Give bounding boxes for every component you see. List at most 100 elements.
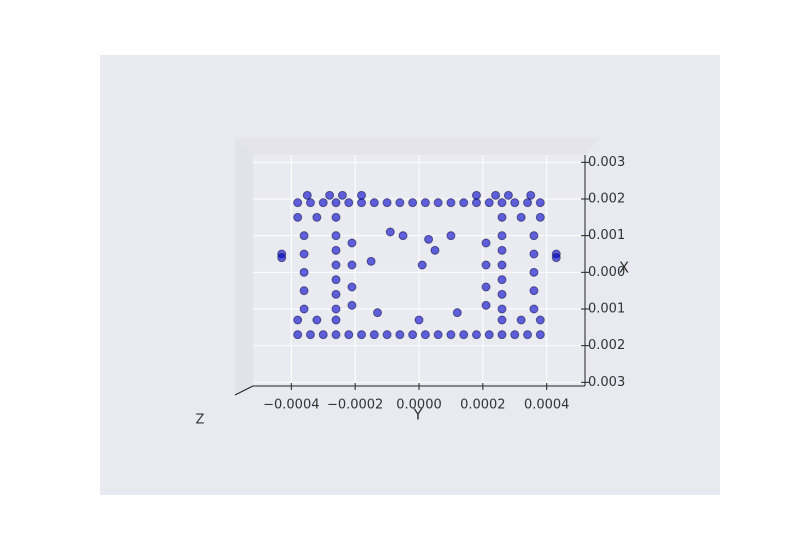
point [471, 190, 481, 200]
point [373, 308, 382, 318]
point [446, 330, 456, 340]
point [516, 212, 526, 222]
point [312, 212, 322, 222]
y-axis-label: X [619, 259, 629, 277]
point [424, 234, 434, 244]
point [331, 330, 341, 340]
point [318, 198, 328, 208]
point [331, 245, 341, 255]
point [523, 330, 533, 340]
point [497, 315, 507, 325]
point [516, 315, 526, 325]
point [433, 330, 443, 340]
point [347, 260, 357, 270]
point [369, 198, 379, 208]
point [357, 190, 367, 200]
point [347, 300, 357, 310]
y-tick-label: 0.000 [588, 265, 625, 280]
point [529, 304, 539, 314]
point [497, 330, 507, 340]
point [497, 231, 507, 241]
point [293, 198, 303, 208]
z-axis-label: Z [196, 413, 205, 428]
point [535, 315, 545, 325]
point [331, 212, 341, 222]
point [369, 330, 379, 340]
y-tick-label: 0.002 [588, 338, 625, 353]
point [497, 212, 507, 222]
point [347, 238, 357, 248]
y-tick-label: 0.002 [588, 192, 625, 207]
point [385, 227, 395, 237]
x-tick-label: −0.0004 [263, 398, 319, 413]
point [299, 231, 309, 241]
point [299, 249, 309, 259]
x-axis-label: Y [412, 406, 423, 424]
point [318, 330, 328, 340]
point [452, 308, 462, 318]
point [481, 300, 491, 310]
point [277, 253, 287, 263]
point [430, 245, 440, 255]
point [420, 330, 430, 340]
point [302, 190, 312, 200]
y-tick-label: 0.003 [588, 155, 625, 170]
point [331, 315, 341, 325]
point [293, 315, 303, 325]
point [523, 198, 533, 208]
point [529, 267, 539, 277]
point [337, 190, 347, 200]
point [459, 198, 469, 208]
point [312, 315, 322, 325]
y-tick-label: 0.001 [588, 228, 625, 243]
point [497, 289, 507, 299]
point [331, 289, 341, 299]
point [446, 231, 456, 241]
x-tick-label: 0.0004 [524, 398, 570, 413]
point [481, 260, 491, 270]
point [395, 330, 405, 340]
point [484, 198, 494, 208]
point [433, 198, 443, 208]
point [484, 330, 494, 340]
point [331, 304, 341, 314]
y-tick-label: 0.001 [588, 302, 625, 317]
point [471, 198, 481, 208]
point [305, 330, 315, 340]
x-tick-label: 0.0002 [460, 398, 506, 413]
point [481, 282, 491, 292]
point [491, 190, 501, 200]
point [471, 330, 481, 340]
point [497, 275, 507, 285]
point [299, 267, 309, 277]
point [503, 190, 513, 200]
top-pane [235, 138, 600, 155]
point [497, 245, 507, 255]
point [325, 190, 335, 200]
x-tick-label: −0.0002 [327, 398, 383, 413]
point [299, 304, 309, 314]
point [535, 198, 545, 208]
point [382, 198, 392, 208]
point [293, 330, 303, 340]
point [398, 231, 408, 241]
point [331, 260, 341, 270]
point [529, 231, 539, 241]
point [446, 198, 456, 208]
point [510, 330, 520, 340]
point [420, 198, 430, 208]
point [535, 330, 545, 340]
point [382, 330, 392, 340]
point [408, 330, 418, 340]
point [481, 238, 491, 248]
point [510, 198, 520, 208]
point [529, 286, 539, 296]
point [395, 198, 405, 208]
point [535, 212, 545, 222]
point [331, 198, 341, 208]
point [357, 198, 367, 208]
point [497, 304, 507, 314]
point [331, 275, 341, 285]
